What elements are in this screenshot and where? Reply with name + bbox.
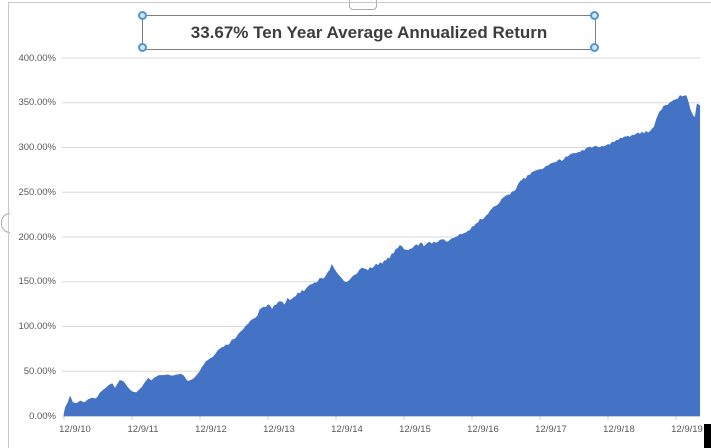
x-axis-label: 12/9/11 <box>127 424 159 435</box>
x-axis-label: 12/9/18 <box>603 424 635 435</box>
chart-frame-border-left <box>8 2 9 448</box>
title-selection-handle-bottom-left[interactable] <box>138 43 147 52</box>
y-axis-label: 0.00% <box>29 410 56 422</box>
x-axis-label: 12/9/14 <box>331 424 363 435</box>
x-axis-label: 12/9/16 <box>467 424 499 435</box>
chart-title-text: 33.67% Ten Year Average Annualized Retur… <box>190 22 548 42</box>
y-axis-label: 300.00% <box>18 142 56 153</box>
title-selection-handle-top-left[interactable] <box>138 11 147 20</box>
return-area-series[interactable] <box>63 94 701 417</box>
x-axis-label: 12/9/12 <box>195 424 227 435</box>
x-axis-label: 12/9/15 <box>399 424 431 435</box>
y-axis-label: 150.00% <box>18 276 56 288</box>
title-selection-handle-top-right[interactable] <box>590 11 599 20</box>
y-axis-label: 250.00% <box>18 186 56 198</box>
screen-edge-artifact <box>704 424 711 448</box>
x-axis-label: 12/9/10 <box>59 424 91 435</box>
chart-title-box[interactable]: 33.67% Ten Year Average Annualized Retur… <box>142 15 596 50</box>
x-axis-label: 12/9/19 <box>671 424 703 435</box>
y-axis-label: 100.00% <box>18 321 56 332</box>
y-axis-label: 200.00% <box>18 231 56 243</box>
y-axis-label: 50.00% <box>23 365 56 377</box>
y-axis-label: 400.00% <box>18 52 56 64</box>
x-axis-label: 12/9/17 <box>535 424 567 435</box>
chart-resize-handle-top[interactable] <box>349 0 377 10</box>
y-axis-label: 350.00% <box>18 97 56 109</box>
chart-frame-border-top <box>8 2 711 3</box>
title-selection-handle-bottom-right[interactable] <box>590 43 599 52</box>
x-axis-label: 12/9/13 <box>263 424 295 435</box>
